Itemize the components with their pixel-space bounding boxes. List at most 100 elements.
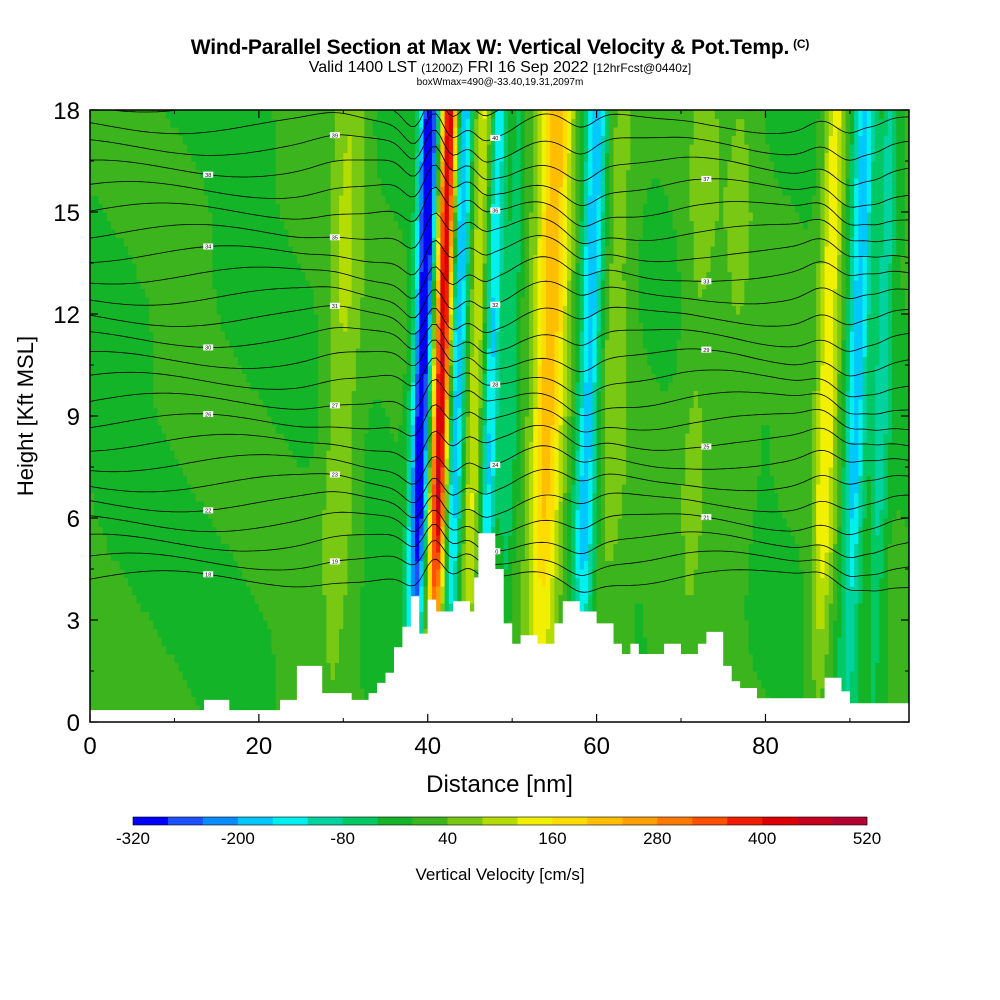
w-cell [292, 390, 298, 400]
w-cell [144, 645, 150, 655]
w-cell [208, 118, 214, 128]
w-cell [275, 229, 281, 239]
w-cell [309, 195, 315, 205]
w-cell [149, 356, 154, 366]
w-cell [106, 662, 112, 672]
w-cell [330, 161, 336, 171]
w-cell [174, 161, 180, 171]
w-cell [292, 552, 298, 562]
w-cell [182, 246, 188, 256]
w-cell [216, 348, 222, 358]
w-cell [343, 237, 349, 247]
w-cell [355, 390, 361, 400]
w-cell [136, 662, 142, 672]
w-cell [241, 475, 247, 485]
w-cell [115, 518, 121, 528]
w-cell [187, 186, 192, 196]
w-cell [195, 416, 201, 426]
w-cell [368, 220, 374, 230]
w-cell [111, 373, 116, 383]
w-cell [330, 441, 336, 451]
w-cell [102, 348, 108, 358]
w-cell [111, 501, 116, 511]
w-cell [174, 331, 180, 341]
w-cell [296, 297, 302, 307]
w-cell [377, 127, 382, 137]
w-cell [351, 356, 357, 366]
w-cell [119, 288, 125, 298]
w-cell [144, 484, 150, 494]
w-cell [343, 212, 349, 222]
w-cell [355, 322, 361, 332]
w-cell [279, 322, 285, 332]
w-cell [343, 246, 349, 256]
w-cell [301, 254, 306, 264]
w-cell [288, 339, 294, 349]
w-cell [157, 645, 163, 655]
w-cell [360, 348, 366, 358]
w-cell [296, 186, 302, 196]
w-cell [351, 212, 357, 222]
w-cell [229, 297, 235, 307]
w-cell [347, 246, 353, 256]
w-cell [258, 467, 264, 477]
w-cell [284, 339, 290, 349]
w-cell [254, 577, 260, 587]
w-cell [165, 246, 171, 256]
w-cell [368, 229, 374, 239]
w-cell [339, 144, 344, 154]
w-cell [212, 467, 218, 477]
w-cell [123, 212, 129, 222]
w-cell [347, 203, 353, 213]
w-cell [237, 229, 243, 239]
w-cell [157, 577, 163, 587]
w-cell [106, 594, 112, 604]
w-cell [90, 314, 95, 324]
w-cell [119, 365, 125, 375]
w-cell [284, 348, 290, 358]
w-cell [339, 509, 344, 519]
w-cell [296, 501, 302, 511]
w-cell [241, 322, 247, 332]
w-cell [271, 645, 277, 655]
w-cell [123, 331, 129, 341]
w-cell [364, 212, 370, 222]
w-cell [334, 671, 340, 681]
w-cell [317, 254, 323, 264]
w-cell [149, 110, 154, 120]
w-cell [136, 339, 142, 349]
w-cell [241, 212, 247, 222]
w-cell [258, 331, 264, 341]
w-cell [161, 577, 167, 587]
w-cell [161, 348, 167, 358]
w-cell [94, 195, 100, 205]
w-cell [174, 620, 180, 630]
w-cell [330, 127, 336, 137]
w-cell [161, 484, 167, 494]
w-cell [102, 671, 108, 681]
w-cell [94, 263, 100, 273]
w-cell [355, 178, 361, 188]
w-cell [355, 280, 361, 290]
w-cell [343, 611, 349, 621]
w-cell [115, 127, 121, 137]
w-cell [364, 679, 370, 689]
w-cell [360, 688, 366, 698]
w-cell [237, 441, 243, 451]
w-cell [317, 628, 323, 638]
w-cell [233, 348, 239, 358]
w-cell [372, 212, 378, 222]
w-cell [322, 305, 328, 315]
w-cell [123, 543, 129, 553]
w-cell [347, 577, 353, 587]
w-cell [170, 424, 176, 434]
w-cell [203, 518, 209, 528]
w-cell [229, 271, 235, 281]
w-cell [284, 195, 290, 205]
w-cell [212, 152, 218, 162]
w-cell [191, 144, 197, 154]
w-cell [106, 416, 112, 426]
w-cell [347, 331, 353, 341]
w-cell [229, 628, 235, 638]
w-cell [317, 492, 323, 502]
